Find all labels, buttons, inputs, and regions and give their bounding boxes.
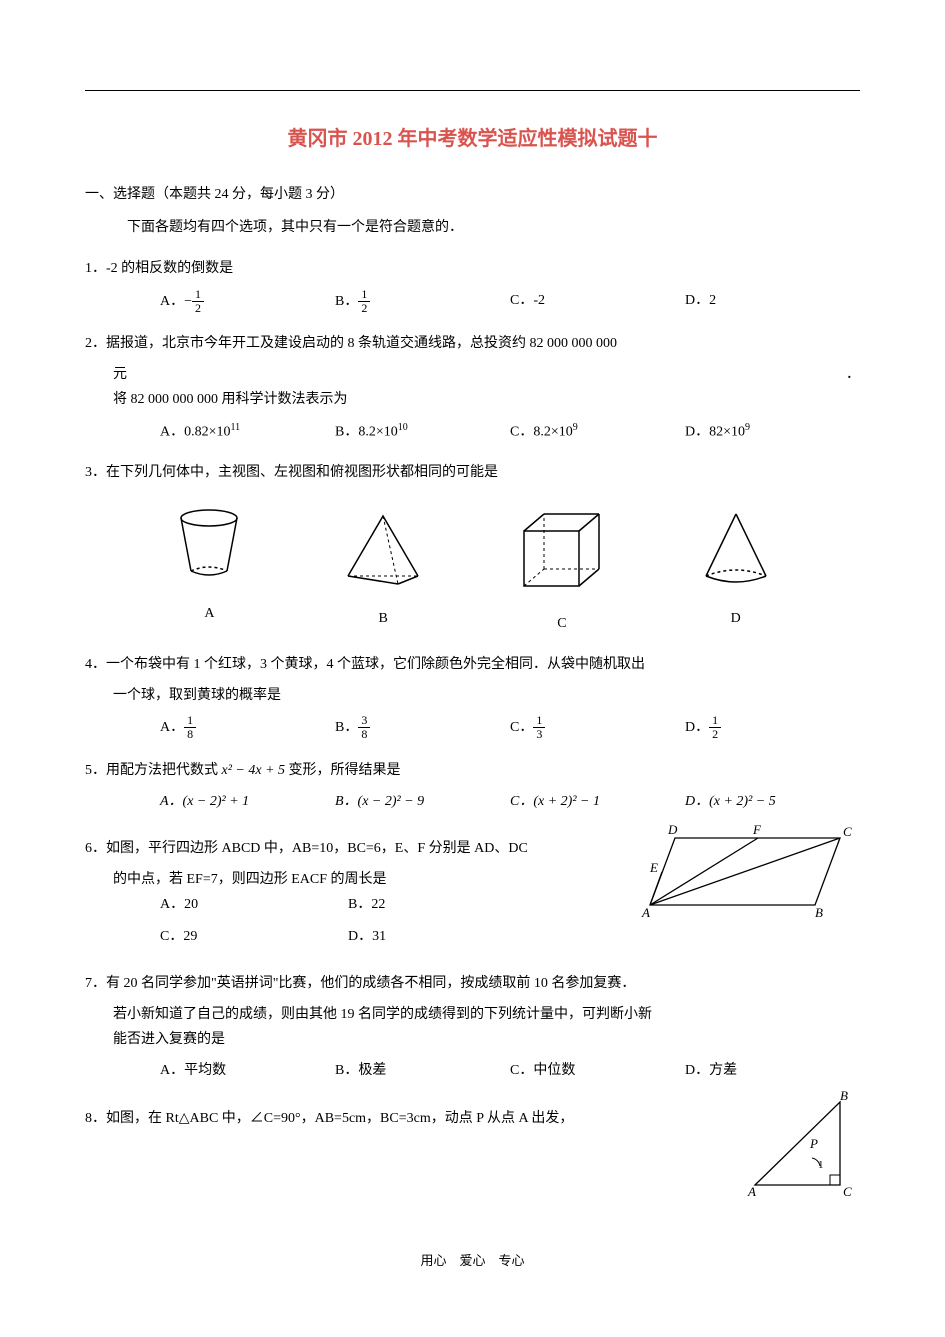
q7-opt-d: D．方差 [685, 1058, 860, 1083]
q3-stem: 3．在下列几何体中，主视图、左视图和俯视图形状都相同的可能是 [85, 460, 860, 485]
q5-opt-b: B．(x − 2)² − 9 [335, 789, 510, 814]
q5-opt-a: A．(x − 2)² + 1 [160, 789, 335, 814]
q2-opt-c: C．8.2×109 [510, 419, 685, 445]
q6-figure: D F C E A B [640, 820, 860, 929]
q4-opt-d: D．12 [685, 714, 860, 741]
q6-container: 6．如图，平行四边形 ABCD 中，AB=10，BC=6，E、F 分别是 AD、… [85, 820, 860, 955]
q8-stem: 8．如图，在 Rt△ABC 中，∠C=90°，AB=5cm，BC=3cm，动点 … [85, 1106, 730, 1131]
q6-options: A．20 B．22 C．29 D．31 [85, 892, 630, 954]
q3-label-a: A [164, 601, 254, 626]
parallelogram-icon: D F C E A B [640, 820, 860, 920]
q2-stem2: 元 [113, 362, 127, 387]
q5-opt-c: C．(x + 2)² − 1 [510, 789, 685, 814]
q3-label-c: C [512, 611, 612, 636]
svg-text:B: B [815, 905, 823, 920]
q4-stem1: 4．一个布袋中有 1 个红球，3 个黄球，4 个蓝球，它们除颜色外完全相同．从袋… [85, 652, 860, 677]
q3-shape-d: D [691, 506, 781, 636]
q2-opt-a: A．0.82×1011 [160, 419, 335, 445]
q2-options: A．0.82×1011 B．8.2×1010 C．8.2×109 D．82×10… [85, 419, 860, 445]
prism-icon [333, 506, 433, 591]
q7-line1: 7．有 20 名同学参加"英语拼词"比赛，他们的成绩各不相同，按成绩取前 10 … [85, 971, 860, 996]
q3-label-b: B [333, 606, 433, 631]
q6-line1: 6．如图，平行四边形 ABCD 中，AB=10，BC=6，E、F 分别是 AD、… [85, 836, 630, 861]
q8-figure: A B C P 1 [740, 1090, 860, 1209]
q8-container: 8．如图，在 Rt△ABC 中，∠C=90°，AB=5cm，BC=3cm，动点 … [85, 1090, 860, 1209]
q3-shape-c: C [512, 506, 612, 636]
q2-opt-b: B．8.2×1010 [335, 419, 510, 445]
section-1-head: 一、选择题（本题共 24 分，每小题 3 分） [85, 182, 860, 207]
page-footer: 用心 爱心 专心 [85, 1249, 860, 1272]
svg-text:P: P [809, 1136, 818, 1151]
q1-opt-b: B．12 [335, 288, 510, 315]
q5-stem: 5．用配方法把代数式 x² − 4x + 5 变形，所得结果是 [85, 758, 860, 783]
q5-options: A．(x − 2)² + 1 B．(x − 2)² − 9 C．(x + 2)²… [85, 789, 860, 814]
svg-text:A: A [641, 905, 650, 920]
q2-opt-d: D．82×109 [685, 419, 860, 445]
svg-text:D: D [667, 822, 678, 837]
q1-a-neg: − [184, 293, 192, 308]
cone-icon [691, 506, 781, 591]
svg-text:B: B [840, 1090, 848, 1103]
q2-period: ． [846, 362, 860, 387]
q1-b-frac: 12 [358, 288, 370, 315]
q5-opt-d: D．(x + 2)² − 5 [685, 789, 860, 814]
q1-stem: 1．-2 的相反数的倒数是 [85, 256, 860, 281]
q7-opt-c: C．中位数 [510, 1058, 685, 1083]
q3-shape-a: A [164, 506, 254, 636]
q4-opt-c: C．13 [510, 714, 685, 741]
q1-options: A．−12 B．12 C．-2 D．2 [85, 288, 860, 315]
q6-opt-a: A．20 [160, 892, 348, 917]
q1-b-prefix: B． [335, 293, 358, 308]
q4-opt-b: B．38 [335, 714, 510, 741]
q1-opt-c: C．-2 [510, 288, 685, 315]
frustum-icon [164, 506, 254, 586]
q3-shapes: A B C D [125, 506, 820, 636]
q7-options: A．平均数 B．极差 C．中位数 D．方差 [85, 1058, 860, 1083]
right-triangle-icon: A B C P 1 [740, 1090, 860, 1200]
exam-title: 黄冈市 2012 年中考数学适应性模拟试题十 [85, 121, 860, 157]
q2-stem1: 2．据报道，北京市今年开工及建设启动的 8 条轨道交通线路，总投资约 82 00… [85, 331, 860, 356]
svg-text:C: C [843, 1184, 852, 1199]
q3-shape-b: B [333, 506, 433, 636]
q4-stem2: 一个球，取到黄球的概率是 [85, 683, 860, 708]
q4-opt-a: A．18 [160, 714, 335, 741]
svg-text:F: F [752, 822, 762, 837]
q3-label-d: D [691, 606, 781, 631]
svg-text:C: C [843, 824, 852, 839]
q6-line2: 的中点，若 EF=7，则四边形 EACF 的周长是 [85, 867, 630, 892]
q6-opt-c: C．29 [160, 924, 348, 949]
svg-text:1: 1 [818, 1159, 824, 1171]
q4-options: A．18 B．38 C．13 D．12 [85, 714, 860, 741]
q7-line2: 若小新知道了自己的成绩，则由其他 19 名同学的成绩得到的下列统计量中，可判断小… [85, 1002, 860, 1027]
svg-text:E: E [649, 860, 658, 875]
q7-opt-b: B．极差 [335, 1058, 510, 1083]
q1-opt-d: D．2 [685, 288, 860, 315]
cube-icon [512, 506, 612, 596]
q2-stem3: 将 82 000 000 000 用科学计数法表示为 [85, 387, 860, 412]
q7-opt-a: A．平均数 [160, 1058, 335, 1083]
q1-opt-a: A．−12 [160, 288, 335, 315]
section-1-sub: 下面各题均有四个选项，其中只有一个是符合题意的． [85, 215, 860, 240]
q7-line3: 能否进入复赛的是 [85, 1027, 860, 1052]
svg-text:A: A [747, 1184, 756, 1199]
q5-expr: x² − 4x + 5 [222, 763, 286, 778]
top-rule [85, 90, 860, 91]
q1-a-frac: 12 [192, 288, 204, 315]
q1-a-prefix: A． [160, 293, 184, 308]
q6-opt-b: B．22 [348, 892, 536, 917]
q6-opt-d: D．31 [348, 924, 536, 949]
